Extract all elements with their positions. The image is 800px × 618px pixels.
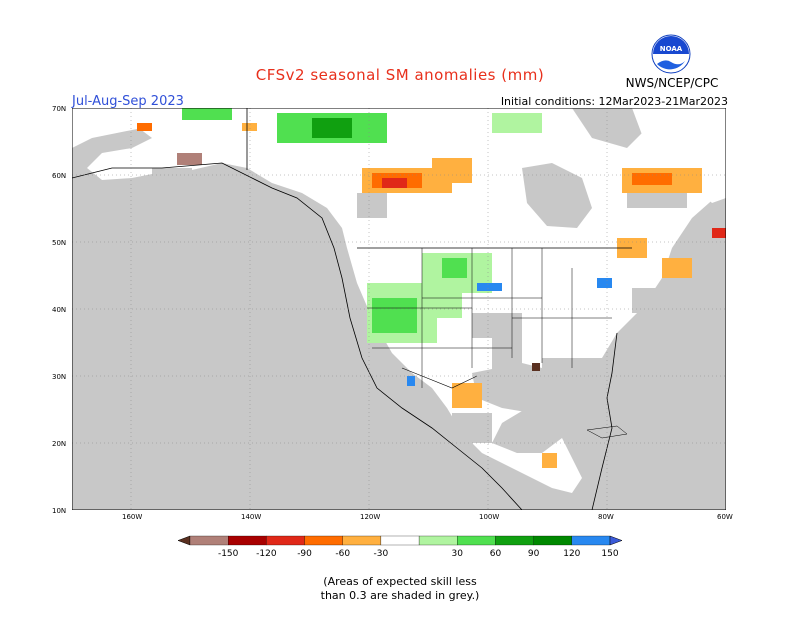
skill-note: (Areas of expected skill less than 0.3 a… xyxy=(0,575,800,603)
colorbar-swatch xyxy=(380,535,420,546)
dry-anomaly xyxy=(632,173,672,185)
grey-block xyxy=(152,168,192,198)
us-mexico-border xyxy=(401,367,478,389)
colorbar-swatch xyxy=(304,535,343,546)
colorbar-label: -90 xyxy=(297,549,312,559)
grey-block xyxy=(492,333,522,383)
green-anomaly xyxy=(432,288,462,318)
lat-label: 60N xyxy=(52,172,67,180)
hudson-bay xyxy=(522,163,592,228)
colorbar-swatch xyxy=(457,535,496,546)
arctic-water xyxy=(572,108,647,148)
pacific-coastline xyxy=(72,162,523,510)
dry-anomaly xyxy=(137,123,152,131)
lon-label: 120W xyxy=(360,513,381,521)
agency-label: NWS/NCEP/CPC xyxy=(625,76,719,90)
dry-anomaly xyxy=(712,228,726,238)
colorbar-label: -120 xyxy=(256,549,277,559)
colorbar-label: 120 xyxy=(563,549,580,559)
note-line-2: than 0.3 are shaded in grey.) xyxy=(320,589,480,602)
colorbar-swatch xyxy=(342,535,382,546)
grey-block xyxy=(357,193,387,218)
logo-text: NOAA xyxy=(660,45,683,53)
dry-anomaly xyxy=(177,153,202,165)
note-line-1: (Areas of expected skill less xyxy=(323,575,477,588)
lat-label: 20N xyxy=(52,440,67,448)
green-anomaly xyxy=(182,108,232,120)
lon-label: 160W xyxy=(122,513,143,521)
lat-label: 50N xyxy=(52,239,67,247)
colorbar-label: 30 xyxy=(452,549,464,559)
dry-anomaly xyxy=(662,258,692,278)
lat-label: 70N xyxy=(52,105,67,113)
map-title: CFSv2 seasonal SM anomalies (mm) xyxy=(255,66,545,84)
lon-label: 80W xyxy=(598,513,614,521)
colorbar-swatch xyxy=(266,535,305,546)
state-borders xyxy=(367,248,612,388)
colorbar-label: 90 xyxy=(528,549,540,559)
lat-label: 30N xyxy=(52,373,67,381)
colorbar-swatch xyxy=(495,535,534,546)
colorbar-swatch xyxy=(609,535,623,546)
lon-label: 100W xyxy=(479,513,500,521)
colorbar-swatch xyxy=(189,535,229,546)
colorbar-label: 60 xyxy=(490,549,502,559)
dry-anomaly xyxy=(532,363,540,371)
colorbar-swatch xyxy=(177,535,191,546)
wet-anomaly xyxy=(407,376,415,386)
noaa-logo: NOAA xyxy=(651,34,691,74)
lon-label: 140W xyxy=(241,513,262,521)
colorbar-swatch xyxy=(571,535,611,546)
atlantic-ocean xyxy=(592,298,726,510)
dry-anomaly xyxy=(382,178,407,188)
dry-anomaly xyxy=(542,453,557,468)
green-anomaly xyxy=(442,258,467,278)
season-label: Jul-Aug-Sep 2023 xyxy=(72,94,184,109)
green-anomaly xyxy=(312,118,352,138)
colorbar-swatch xyxy=(533,535,572,546)
green-anomaly xyxy=(372,298,417,333)
colorbar-swatch xyxy=(228,535,267,546)
grey-block xyxy=(452,413,492,443)
colorbar-label: -60 xyxy=(335,549,350,559)
colorbar-swatch xyxy=(418,535,458,546)
wet-anomaly xyxy=(597,278,612,288)
colorbar-label: -30 xyxy=(374,549,389,559)
graticule xyxy=(72,108,726,510)
dry-anomaly xyxy=(432,158,472,183)
colorbar-label: 150 xyxy=(601,549,618,559)
dry-anomaly xyxy=(242,123,257,131)
greenland xyxy=(632,108,726,203)
lat-label: 40N xyxy=(52,306,67,314)
lon-label: 60W xyxy=(717,513,733,521)
atlantic-coastline xyxy=(591,332,618,510)
grey-block xyxy=(542,358,612,383)
pacific-ocean xyxy=(72,163,522,510)
lat-label: 10N xyxy=(52,507,67,515)
initial-conditions-label: Initial conditions: 12Mar2023-21Mar2023 xyxy=(500,95,728,108)
colorbar-label: -150 xyxy=(218,549,239,559)
green-anomaly xyxy=(492,113,542,133)
dry-anomaly xyxy=(452,383,482,408)
wet-anomaly xyxy=(477,283,502,291)
soil-moisture-map xyxy=(72,108,726,510)
colorbar: -150 -120 -90 -60 -30 30 60 90 120 150 xyxy=(177,535,623,559)
